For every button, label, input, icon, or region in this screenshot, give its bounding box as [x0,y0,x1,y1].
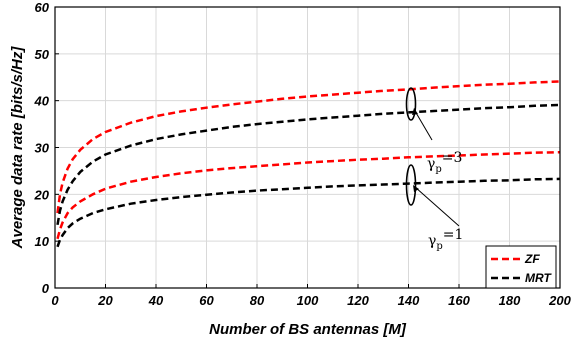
x-axis-label: Number of BS antennas [M] [209,321,407,338]
x-tick-label: 160 [448,293,470,308]
annotation-arrowhead-gamma-1 [413,185,419,192]
x-tick-label: 180 [499,293,521,308]
series-line-zf-gamma-3 [56,80,561,214]
series-lines [56,80,561,248]
y-tick-label: 60 [35,0,50,15]
x-tick-label: 120 [347,293,369,308]
x-tick-label: 60 [199,293,214,308]
y-tick-label: 10 [35,234,50,249]
y-tick-label: 40 [34,94,50,109]
x-tick-label: 100 [297,293,319,308]
annotation-gamma-1: γp=1 [428,227,463,252]
group-ellipse-gamma-1 [405,164,417,206]
legend-label-zf: ZF [524,252,540,266]
series-line-mrt-gamma-3 [56,103,561,226]
y-tick-label: 30 [35,141,50,156]
x-tick-label: 80 [250,293,265,308]
series-line-mrt-gamma-1 [56,177,561,248]
group-ellipse-gamma-3 [405,87,417,121]
x-tick-label: 200 [548,293,571,308]
x-tick-label: 0 [51,293,59,308]
legend: ZF MRT [485,245,557,289]
x-tick-label: 140 [398,293,420,308]
legend-box [485,245,557,289]
annotation-arrow-gamma-1 [414,186,460,227]
annotation-arrowhead-gamma-3 [412,108,418,115]
annotation-arrow-gamma-3 [414,110,433,141]
legend-label-mrt: MRT [525,271,552,285]
x-tick-label: 20 [97,293,113,308]
annotation-gamma-1-sub: p [436,241,442,252]
y-tick-label: 0 [42,281,50,296]
annotation-gamma-1-symbol: γ [428,233,436,249]
axis-ticks: 0 20 40 60 80 100 120 140 160 180 200 0 10 20 30 40 50 60 [34,0,572,308]
y-axis-label: Average data rate [bits/s/Hz] [9,46,26,250]
annotation-gamma-3-symbol: γ [427,156,435,172]
annotations: γp=3 γp=1 [405,87,463,252]
x-tick-label: 40 [148,293,164,308]
annotation-gamma-1-value: =1 [443,227,464,243]
y-tick-label: 20 [34,187,50,202]
series-line-zf-gamma-1 [56,150,561,240]
annotation-gamma-3-sub: p [435,164,441,175]
y-tick-label: 50 [35,47,50,62]
annotation-gamma-3: γp=3 [427,150,462,175]
annotation-gamma-3-value: =3 [442,150,463,166]
